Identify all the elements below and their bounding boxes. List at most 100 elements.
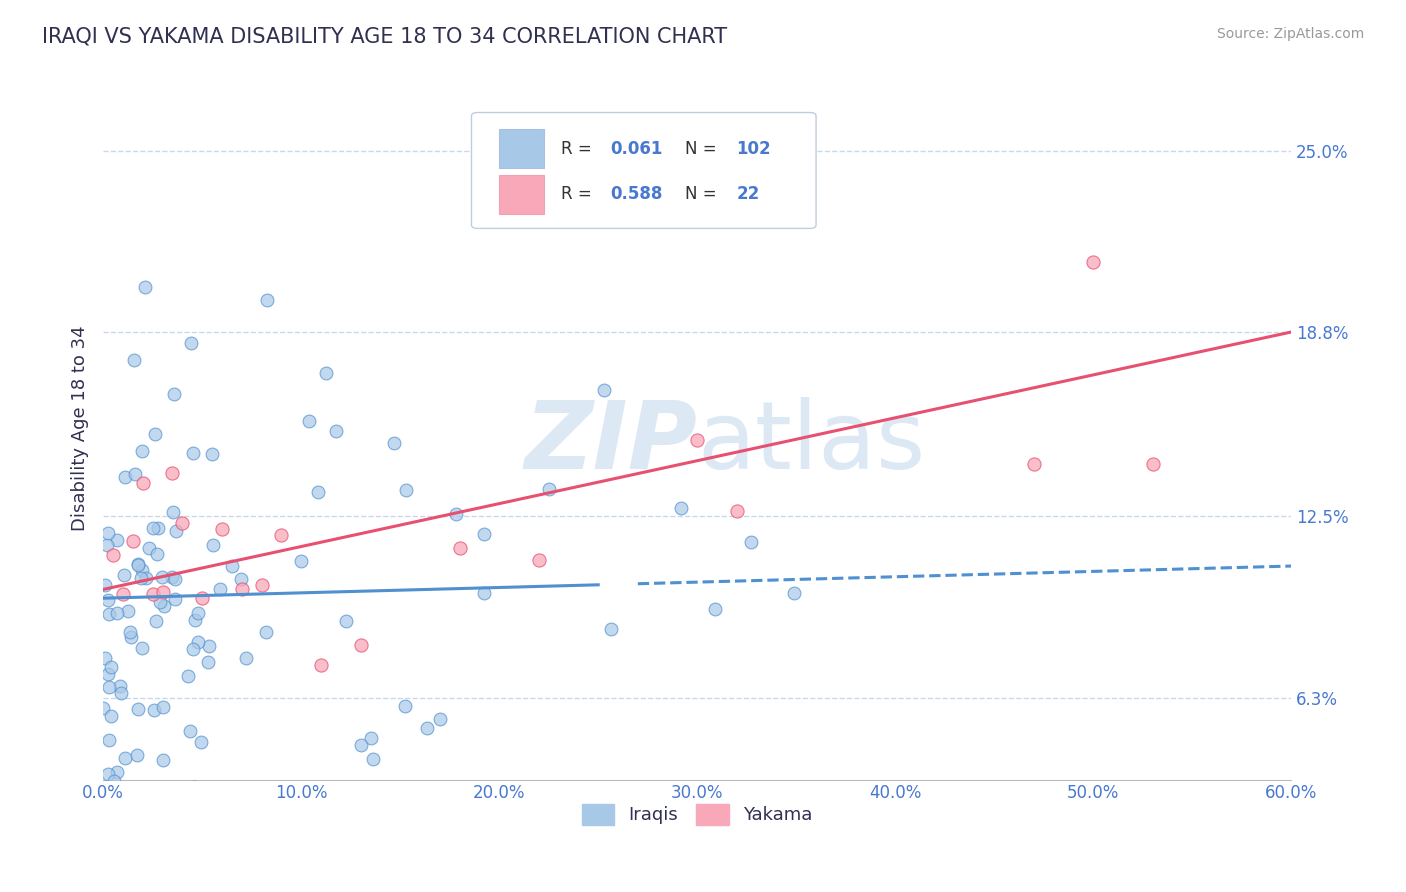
Point bbox=[349, 638, 371, 652]
Point bbox=[395, 483, 418, 497]
Point bbox=[187, 635, 209, 649]
Text: N =: N = bbox=[685, 140, 723, 158]
Point bbox=[111, 587, 134, 601]
Point bbox=[177, 669, 200, 683]
Point bbox=[183, 780, 205, 794]
Point bbox=[132, 475, 155, 490]
Point bbox=[235, 651, 257, 665]
Text: atlas: atlas bbox=[697, 397, 925, 489]
Point bbox=[149, 594, 172, 608]
Point bbox=[211, 522, 233, 536]
Point bbox=[231, 582, 253, 597]
Point bbox=[416, 721, 439, 735]
Text: Source: ZipAtlas.com: Source: ZipAtlas.com bbox=[1216, 27, 1364, 41]
Point bbox=[686, 434, 709, 448]
Point bbox=[429, 712, 451, 726]
Point bbox=[117, 604, 139, 618]
FancyBboxPatch shape bbox=[499, 129, 544, 168]
Point bbox=[254, 625, 277, 640]
Point bbox=[146, 521, 169, 535]
Point bbox=[100, 709, 122, 723]
Point bbox=[309, 658, 332, 673]
Point bbox=[97, 767, 120, 781]
Point bbox=[121, 534, 143, 549]
Point bbox=[100, 660, 122, 674]
Point bbox=[97, 607, 120, 621]
Point bbox=[143, 702, 166, 716]
Point bbox=[201, 447, 224, 461]
Point bbox=[135, 570, 157, 584]
Point bbox=[187, 606, 209, 620]
Point bbox=[145, 614, 167, 628]
Point bbox=[97, 525, 120, 540]
Point bbox=[97, 667, 120, 681]
Point bbox=[152, 753, 174, 767]
Y-axis label: Disability Age 18 to 34: Disability Age 18 to 34 bbox=[72, 326, 89, 532]
Point bbox=[1083, 254, 1105, 268]
Point bbox=[105, 606, 128, 620]
Point bbox=[592, 383, 614, 397]
Point bbox=[704, 601, 727, 615]
Point bbox=[142, 587, 165, 601]
Point bbox=[270, 528, 292, 542]
Point bbox=[127, 747, 149, 762]
Point bbox=[179, 724, 201, 739]
Point bbox=[110, 679, 132, 693]
Point bbox=[382, 436, 405, 450]
Point bbox=[129, 571, 152, 585]
Point bbox=[181, 642, 204, 657]
Point bbox=[197, 639, 219, 653]
Point bbox=[180, 335, 202, 350]
Point bbox=[128, 558, 150, 572]
Point bbox=[127, 702, 149, 716]
Point bbox=[527, 553, 550, 567]
Point bbox=[97, 593, 120, 607]
Point bbox=[127, 558, 149, 572]
Point bbox=[153, 599, 176, 613]
Point bbox=[181, 446, 204, 460]
Point bbox=[740, 534, 762, 549]
Point bbox=[537, 483, 560, 497]
Point bbox=[172, 516, 194, 530]
Point bbox=[298, 414, 321, 428]
Point bbox=[325, 424, 347, 438]
Text: 102: 102 bbox=[737, 140, 770, 158]
Point bbox=[93, 578, 115, 592]
Point bbox=[190, 734, 212, 748]
Point bbox=[110, 686, 132, 700]
Point bbox=[162, 466, 184, 480]
Point bbox=[446, 508, 468, 522]
Point bbox=[94, 651, 117, 665]
Point bbox=[360, 731, 382, 745]
Point bbox=[472, 526, 495, 541]
Point bbox=[184, 613, 207, 627]
Point bbox=[231, 572, 253, 586]
Point bbox=[134, 280, 156, 294]
Point bbox=[152, 584, 174, 599]
Point bbox=[197, 655, 219, 669]
Point bbox=[138, 541, 160, 555]
Point bbox=[394, 699, 416, 714]
Point bbox=[163, 387, 186, 401]
FancyBboxPatch shape bbox=[499, 175, 544, 214]
Text: R =: R = bbox=[561, 186, 596, 203]
Point bbox=[105, 533, 128, 547]
Point bbox=[307, 485, 329, 500]
Point bbox=[114, 469, 136, 483]
Point bbox=[472, 585, 495, 599]
Point bbox=[98, 680, 121, 694]
Point bbox=[114, 751, 136, 765]
Point bbox=[162, 505, 184, 519]
Point bbox=[599, 622, 621, 636]
Point bbox=[152, 700, 174, 714]
Point bbox=[145, 426, 167, 441]
Point bbox=[191, 591, 214, 606]
Text: 0.588: 0.588 bbox=[610, 186, 662, 203]
Point bbox=[361, 752, 384, 766]
Point bbox=[250, 578, 273, 592]
Point bbox=[105, 765, 128, 780]
Point bbox=[120, 630, 142, 644]
Point bbox=[163, 591, 186, 606]
Point bbox=[1022, 457, 1045, 471]
Point bbox=[146, 547, 169, 561]
